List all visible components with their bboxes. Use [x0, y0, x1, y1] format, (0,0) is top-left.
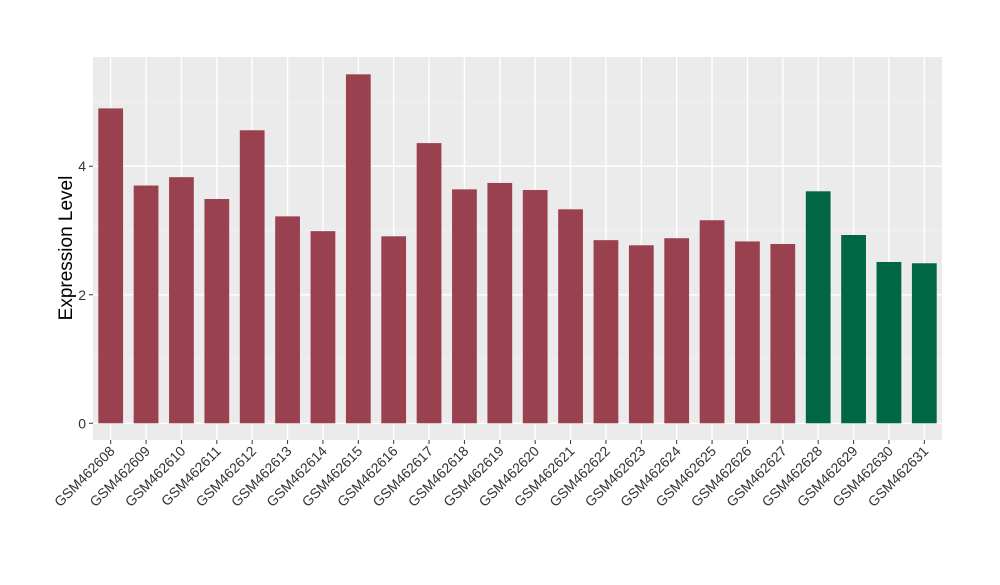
bar: [310, 231, 336, 424]
bar: [452, 189, 477, 424]
bar: [699, 220, 725, 424]
bar: [770, 244, 796, 424]
bar: [522, 190, 548, 424]
bar: [204, 199, 230, 424]
bar: [345, 74, 371, 424]
bar: [558, 209, 583, 424]
bar: [628, 245, 654, 424]
bar: [593, 240, 619, 424]
y-tick-label: 2: [78, 287, 86, 303]
bar: [416, 143, 442, 424]
bar: [275, 216, 300, 424]
bar: [735, 241, 760, 424]
bar: [98, 108, 124, 424]
bar: [169, 177, 194, 424]
bar: [841, 235, 866, 424]
bar: [487, 182, 513, 424]
bar: [664, 238, 690, 424]
plot-panel: [93, 57, 942, 440]
bar: [239, 130, 265, 424]
bar: [805, 191, 831, 424]
bar: [381, 236, 407, 424]
bar: [876, 261, 902, 424]
bar: [133, 185, 159, 424]
y-axis-label: Expression Level: [56, 176, 77, 321]
bar: [911, 263, 937, 424]
y-tick-label: 4: [78, 158, 86, 174]
y-tick-label: 0: [78, 415, 86, 431]
